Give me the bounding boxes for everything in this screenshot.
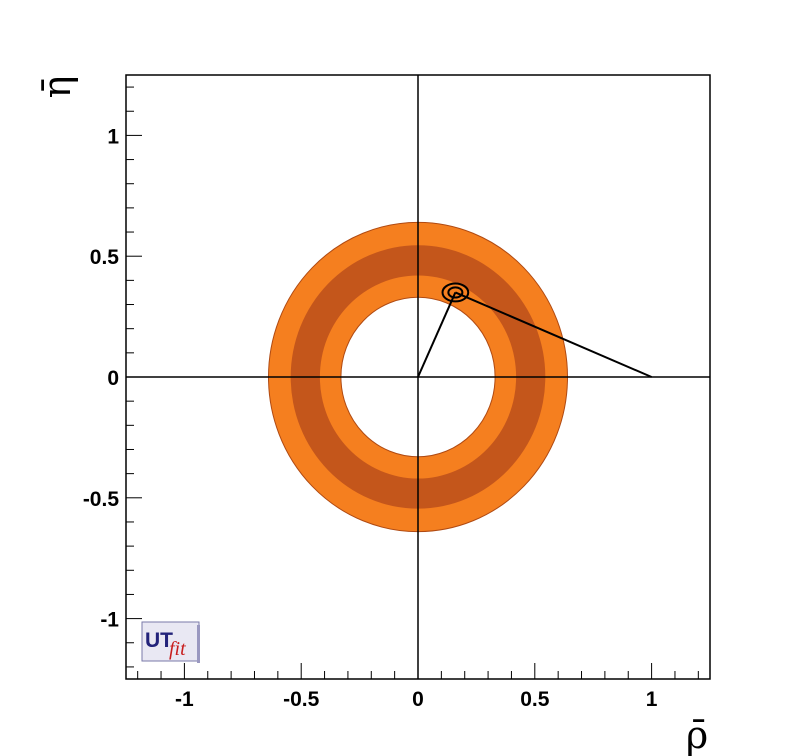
x-tick-label: -0.5 — [283, 688, 320, 711]
triangle-side-right — [454, 291, 652, 378]
x-tick-label: 0 — [412, 688, 424, 711]
utfit-logo: UT fit — [141, 621, 200, 663]
y-tick-label: -1 — [100, 609, 119, 632]
y-tick-label: 0.5 — [90, 246, 120, 269]
apex-contour-outer — [441, 282, 470, 303]
x-tick-labels: -1 -0.5 0 0.5 1 — [175, 688, 658, 711]
x-tick-label: 1 — [646, 688, 658, 711]
x-tick-label: -1 — [175, 688, 194, 711]
y-tick-label: 0 — [107, 367, 119, 390]
y-axis-title: η̄ — [35, 76, 79, 99]
logo-text-ut: UT — [145, 629, 173, 652]
unitarity-triangle — [417, 291, 652, 378]
y-tick-label: -0.5 — [83, 488, 120, 511]
axis-ticks — [126, 86, 699, 679]
y-tick-labels: -1 -0.5 0 0.5 1 — [83, 125, 120, 631]
y-tick-label: 1 — [107, 125, 119, 148]
x-axis-title: ρ̄ — [686, 713, 708, 756]
apex-contour-inner — [447, 286, 464, 299]
logo-background — [141, 621, 200, 662]
x-tick-label: 0.5 — [520, 688, 550, 711]
triangle-side-left — [417, 292, 457, 378]
apex-contours — [441, 282, 470, 303]
plot-area — [126, 75, 710, 679]
logo-shadow — [197, 625, 200, 663]
logo-text-fit: fit — [169, 638, 186, 660]
